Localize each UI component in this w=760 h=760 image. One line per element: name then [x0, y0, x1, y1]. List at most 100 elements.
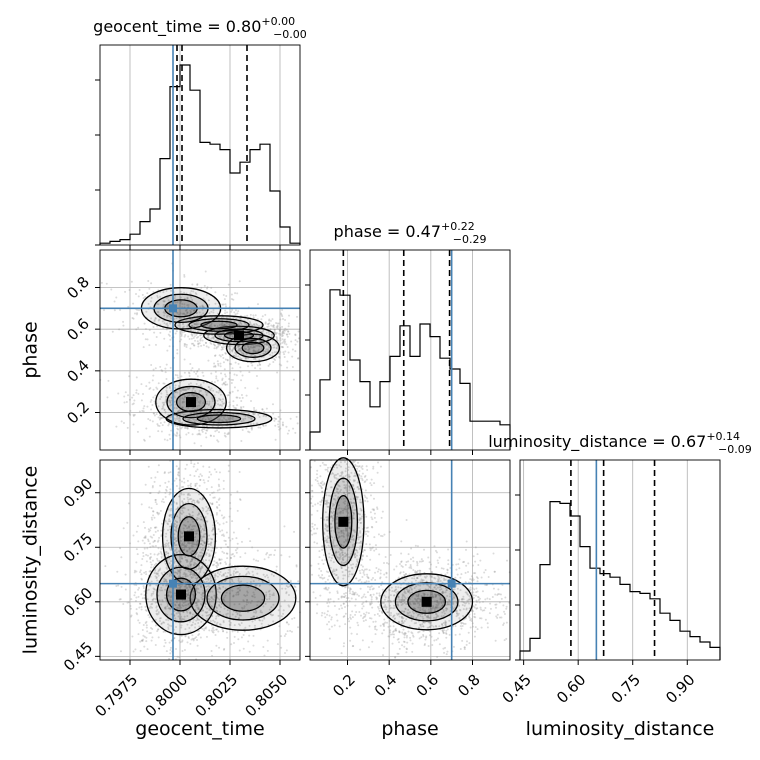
- sample-point: [255, 323, 258, 326]
- sample-point: [116, 570, 119, 573]
- sample-point: [220, 346, 223, 349]
- sample-point: [136, 312, 139, 315]
- sample-point: [257, 348, 260, 351]
- sample-point: [256, 350, 259, 353]
- sample-point: [228, 345, 231, 348]
- sample-point: [126, 521, 129, 524]
- sample-point: [167, 424, 170, 427]
- sample-point: [247, 430, 250, 433]
- sample-point: [192, 344, 195, 347]
- sample-point: [242, 419, 245, 422]
- sample-point: [292, 427, 295, 430]
- sample-point: [281, 423, 284, 426]
- sample-point: [147, 614, 150, 617]
- sample-point: [282, 424, 285, 427]
- sample-point: [205, 436, 208, 439]
- sample-point: [184, 395, 187, 398]
- sample-point: [253, 323, 256, 326]
- sample-point: [212, 343, 215, 346]
- panel-title-luminosity_distance: luminosity_distance = 0.67+0.14 −0.09: [488, 430, 752, 456]
- sample-point: [254, 354, 257, 357]
- sample-point: [153, 331, 156, 334]
- sample-point: [142, 392, 145, 395]
- sample-point: [294, 343, 297, 346]
- sample-point: [162, 498, 165, 501]
- sample-point: [236, 490, 239, 493]
- sample-point: [199, 400, 202, 403]
- sample-point: [253, 349, 256, 352]
- sample-point: [328, 628, 331, 631]
- sample-point: [195, 323, 198, 326]
- grid-lines: [347, 250, 473, 450]
- sample-point: [205, 635, 208, 638]
- sample-point: [183, 297, 186, 300]
- sample-point: [173, 636, 176, 639]
- sample-point: [144, 605, 147, 608]
- sample-point: [193, 463, 196, 466]
- sample-point: [186, 325, 189, 328]
- sample-point: [208, 325, 211, 328]
- sample-point: [195, 372, 198, 375]
- sample-point: [136, 308, 139, 311]
- sample-point: [228, 323, 231, 326]
- sample-point: [199, 411, 202, 414]
- sample-point: [215, 546, 218, 549]
- sample-point: [221, 550, 224, 553]
- sample-point: [210, 372, 213, 375]
- sample-point: [193, 344, 196, 347]
- sample-point: [240, 393, 243, 396]
- sample-point: [133, 413, 136, 416]
- sample-point: [178, 479, 181, 482]
- sample-point: [244, 417, 247, 420]
- sample-point: [191, 334, 194, 337]
- sample-point: [187, 406, 190, 409]
- sample-point: [228, 403, 231, 406]
- sample-point: [222, 522, 225, 525]
- sample-point: [147, 417, 150, 420]
- sample-point: [201, 304, 204, 307]
- sample-point: [154, 317, 157, 320]
- sample-point: [131, 317, 134, 320]
- sample-point: [124, 588, 127, 591]
- sample-point: [241, 352, 244, 355]
- sample-point: [207, 404, 210, 407]
- sample-point: [160, 556, 163, 559]
- sample-point: [151, 536, 154, 539]
- sample-point: [188, 315, 191, 318]
- sample-point: [157, 636, 160, 639]
- sample-point: [169, 400, 172, 403]
- sample-point: [205, 402, 208, 405]
- sample-point: [141, 597, 144, 600]
- sample-point: [239, 556, 242, 559]
- sample-point: [137, 392, 140, 395]
- sample-point: [283, 525, 286, 528]
- sample-point: [446, 571, 449, 574]
- sample-point: [193, 309, 196, 312]
- sample-point: [271, 403, 274, 406]
- sample-point: [151, 620, 154, 623]
- sample-point: [494, 639, 497, 642]
- sample-point: [208, 419, 211, 422]
- sample-point: [233, 320, 236, 323]
- sample-point: [196, 487, 199, 490]
- sample-point: [175, 465, 178, 468]
- sample-point: [361, 603, 364, 606]
- sample-point: [143, 571, 146, 574]
- sample-point: [258, 354, 261, 357]
- sample-point: [162, 501, 165, 504]
- sample-point: [194, 339, 197, 342]
- sample-point: [162, 416, 165, 419]
- sample-point: [267, 325, 270, 328]
- sample-point: [148, 344, 151, 347]
- sample-point: [128, 375, 131, 378]
- sample-point: [370, 595, 373, 598]
- sample-point: [196, 340, 199, 343]
- sample-point: [179, 302, 182, 305]
- sample-point: [225, 531, 228, 534]
- sample-point: [181, 650, 184, 653]
- sample-point: [137, 309, 140, 312]
- sample-point: [187, 371, 190, 374]
- sample-point: [240, 440, 243, 443]
- sample-point: [217, 528, 220, 531]
- sample-point: [179, 312, 182, 315]
